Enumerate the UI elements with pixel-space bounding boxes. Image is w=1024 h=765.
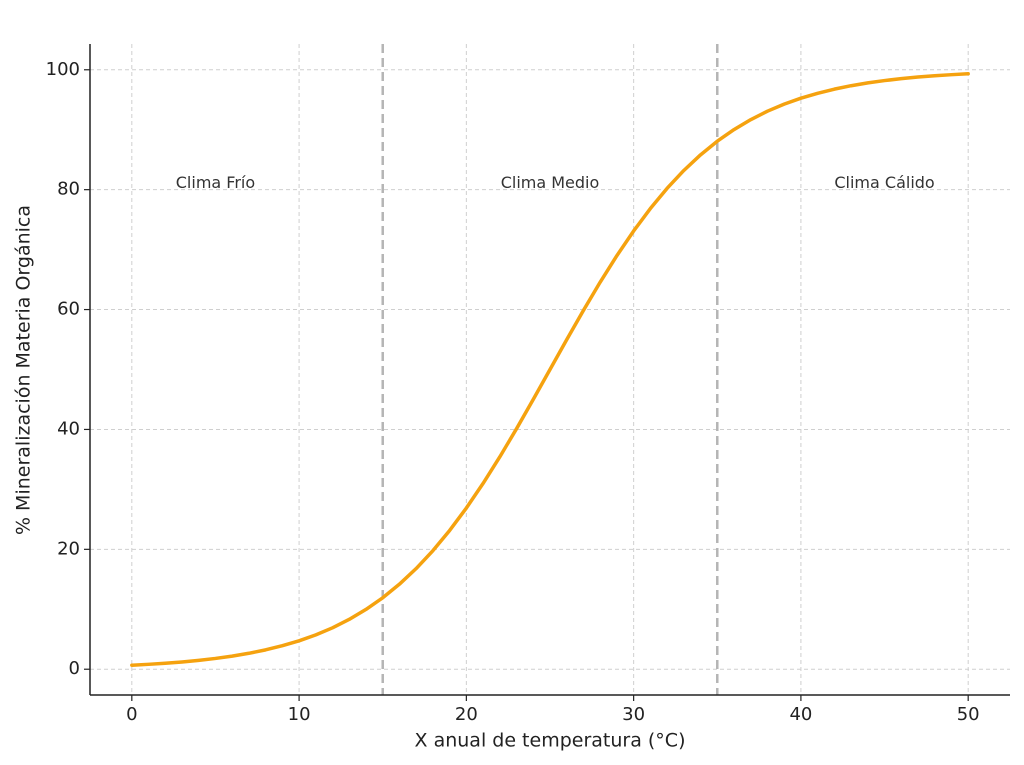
x-tick-label: 50 <box>957 704 980 725</box>
curve <box>130 72 970 667</box>
x-tick-label: 20 <box>455 704 478 725</box>
y-tick-label: 40 <box>57 418 80 439</box>
x-tick-label: 10 <box>288 704 311 725</box>
x-tick-label: 40 <box>789 704 812 725</box>
y-axis-label: % Mineralización Materia Orgánica <box>13 205 35 535</box>
y-tick-label: 20 <box>57 538 80 559</box>
y-tick-label: 60 <box>57 299 80 320</box>
x-tick-label: 30 <box>622 704 645 725</box>
y-tick-label: 100 <box>46 59 80 80</box>
x-axis-label: X anual de temperatura (°C) <box>415 730 686 752</box>
zone-label: Clima Medio <box>501 173 600 192</box>
y-tick-label: 0 <box>69 658 80 679</box>
y-tick-label: 80 <box>57 179 80 200</box>
zone-label: Clima Cálido <box>834 173 934 192</box>
x-tick-label: 0 <box>126 704 137 725</box>
zone-label: Clima Frío <box>176 173 255 192</box>
